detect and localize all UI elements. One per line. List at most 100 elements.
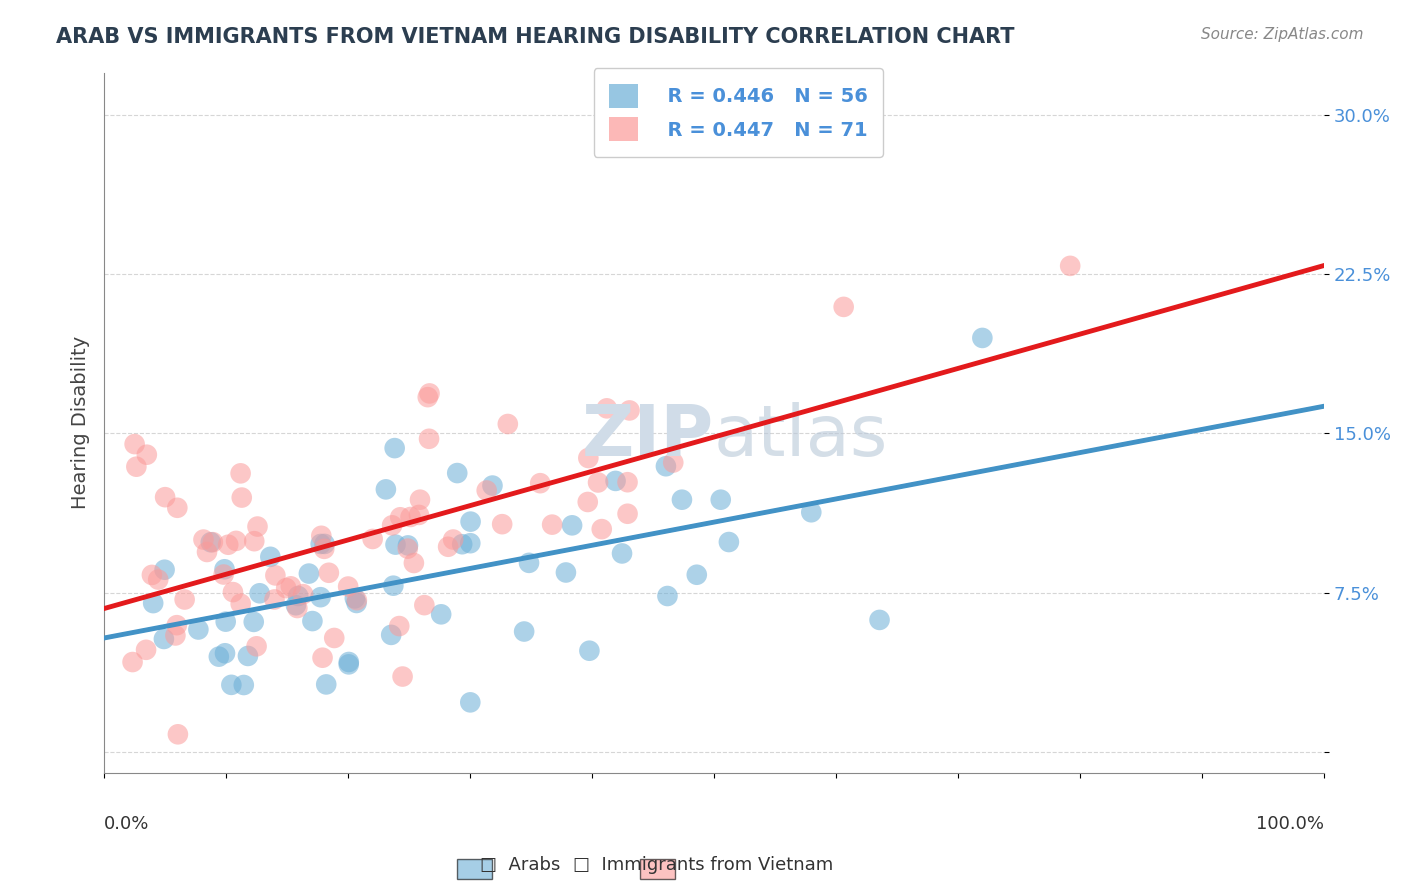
- Point: [124, 437, 146, 451]
- Point: [384, 538, 406, 552]
- Point: [441, 533, 464, 547]
- Point: [832, 300, 855, 314]
- Point: [481, 478, 503, 492]
- Point: [586, 475, 609, 490]
- Point: [430, 607, 453, 622]
- Point: [225, 533, 247, 548]
- Point: [215, 615, 238, 629]
- Legend:   R = 0.446   N = 56,   R = 0.447   N = 71: R = 0.446 N = 56, R = 0.447 N = 71: [593, 69, 883, 156]
- Point: [311, 529, 333, 543]
- Text: ZIP: ZIP: [582, 402, 714, 471]
- Point: [276, 581, 298, 595]
- Point: [259, 549, 281, 564]
- Point: [337, 657, 360, 672]
- Point: [287, 589, 309, 603]
- Point: [384, 441, 406, 455]
- Point: [245, 640, 267, 654]
- Point: [388, 619, 411, 633]
- Point: [578, 644, 600, 658]
- Point: [529, 476, 551, 491]
- Point: [458, 695, 481, 709]
- Point: [655, 459, 678, 474]
- Point: [346, 593, 368, 607]
- Point: [576, 495, 599, 509]
- Point: [391, 669, 413, 683]
- Point: [193, 533, 215, 547]
- Text: Source: ZipAtlas.com: Source: ZipAtlas.com: [1201, 27, 1364, 42]
- Point: [187, 623, 209, 637]
- Point: [616, 475, 638, 490]
- Point: [491, 517, 513, 532]
- Text: ARAB VS IMMIGRANTS FROM VIETNAM HEARING DISABILITY CORRELATION CHART: ARAB VS IMMIGRANTS FROM VIETNAM HEARING …: [56, 27, 1015, 46]
- Point: [166, 618, 188, 632]
- Point: [301, 614, 323, 628]
- Point: [610, 546, 633, 560]
- Point: [229, 467, 252, 481]
- Point: [167, 727, 190, 741]
- Point: [153, 490, 176, 504]
- Point: [381, 518, 404, 533]
- Point: [416, 390, 439, 404]
- Point: [222, 585, 245, 599]
- Point: [451, 537, 474, 551]
- Point: [346, 596, 368, 610]
- Point: [243, 534, 266, 549]
- Point: [605, 474, 627, 488]
- Point: [717, 535, 740, 549]
- Point: [616, 507, 638, 521]
- Point: [475, 483, 498, 498]
- Point: [399, 510, 422, 524]
- Point: [231, 491, 253, 505]
- Point: [246, 519, 269, 533]
- Point: [135, 643, 157, 657]
- Point: [318, 566, 340, 580]
- Point: [236, 648, 259, 663]
- Point: [380, 628, 402, 642]
- Point: [446, 466, 468, 480]
- Point: [1059, 259, 1081, 273]
- Point: [309, 590, 332, 604]
- Point: [458, 536, 481, 550]
- Point: [418, 432, 440, 446]
- Point: [263, 592, 285, 607]
- Point: [121, 655, 143, 669]
- Point: [374, 483, 396, 497]
- Point: [315, 677, 337, 691]
- Point: [214, 646, 236, 660]
- Point: [396, 538, 419, 552]
- Point: [142, 596, 165, 610]
- Point: [125, 459, 148, 474]
- Point: [396, 541, 419, 556]
- Point: [460, 515, 482, 529]
- Point: [309, 537, 332, 551]
- Point: [165, 628, 187, 642]
- Point: [591, 522, 613, 536]
- Point: [153, 563, 176, 577]
- Point: [208, 649, 231, 664]
- Point: [413, 598, 436, 612]
- Point: [229, 597, 252, 611]
- Point: [343, 591, 366, 606]
- Point: [561, 518, 583, 533]
- Point: [418, 386, 440, 401]
- Point: [517, 556, 540, 570]
- Point: [212, 567, 235, 582]
- Point: [710, 492, 733, 507]
- Point: [217, 538, 239, 552]
- Point: [200, 535, 222, 549]
- Point: [389, 510, 412, 524]
- Point: [361, 532, 384, 546]
- Text: □  Immigrants from Vietnam: □ Immigrants from Vietnam: [572, 855, 834, 873]
- Point: [662, 456, 685, 470]
- Point: [496, 417, 519, 431]
- Point: [173, 592, 195, 607]
- Point: [314, 541, 336, 556]
- Point: [311, 650, 333, 665]
- Point: [148, 573, 170, 587]
- Point: [409, 492, 432, 507]
- Point: [135, 448, 157, 462]
- Point: [221, 678, 243, 692]
- Point: [869, 613, 891, 627]
- Text: 100.0%: 100.0%: [1256, 815, 1324, 833]
- Point: [264, 568, 287, 582]
